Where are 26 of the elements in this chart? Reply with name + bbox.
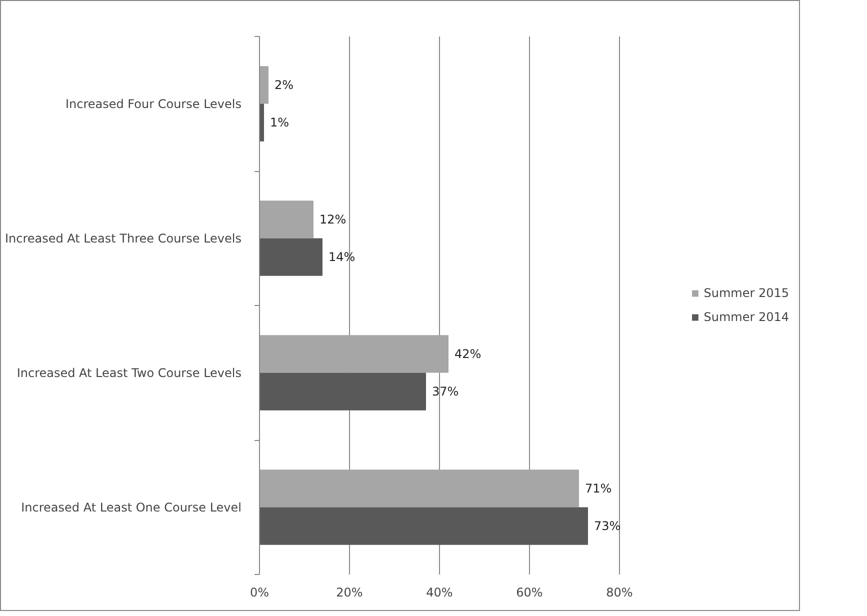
y-tick-label: Increased At Least Three Course Levels bbox=[4, 231, 242, 246]
data-label: 71% bbox=[585, 481, 612, 496]
x-tick-label: 60% bbox=[516, 586, 543, 600]
bar bbox=[260, 372, 426, 410]
x-tick-label: 40% bbox=[426, 586, 453, 600]
data-label: 42% bbox=[454, 346, 482, 361]
bar bbox=[260, 200, 314, 238]
x-tick-label: 80% bbox=[606, 586, 633, 600]
bar bbox=[260, 66, 268, 104]
legend-label: Summer 2015 bbox=[704, 286, 789, 300]
y-tick-label: Increased At Least Two Course Levels bbox=[16, 366, 242, 380]
bar bbox=[260, 238, 322, 276]
legend-label: Summer 2014 bbox=[704, 310, 789, 324]
data-label: 12% bbox=[320, 212, 346, 226]
data-label: 1% bbox=[270, 116, 290, 130]
data-label: 2% bbox=[274, 78, 294, 92]
y-tick-label: Increased At Least One Course Level bbox=[21, 500, 242, 514]
data-label: 37% bbox=[432, 384, 459, 399]
x-tick-label: 20% bbox=[336, 586, 363, 600]
data-label: 14% bbox=[328, 250, 356, 264]
y-tick-label: Increased Four Course Levels bbox=[65, 96, 242, 111]
data-label: 73% bbox=[594, 519, 621, 534]
bar bbox=[260, 507, 588, 545]
x-tick-label: 0% bbox=[250, 586, 270, 600]
bar bbox=[260, 470, 579, 508]
bar bbox=[260, 335, 448, 373]
